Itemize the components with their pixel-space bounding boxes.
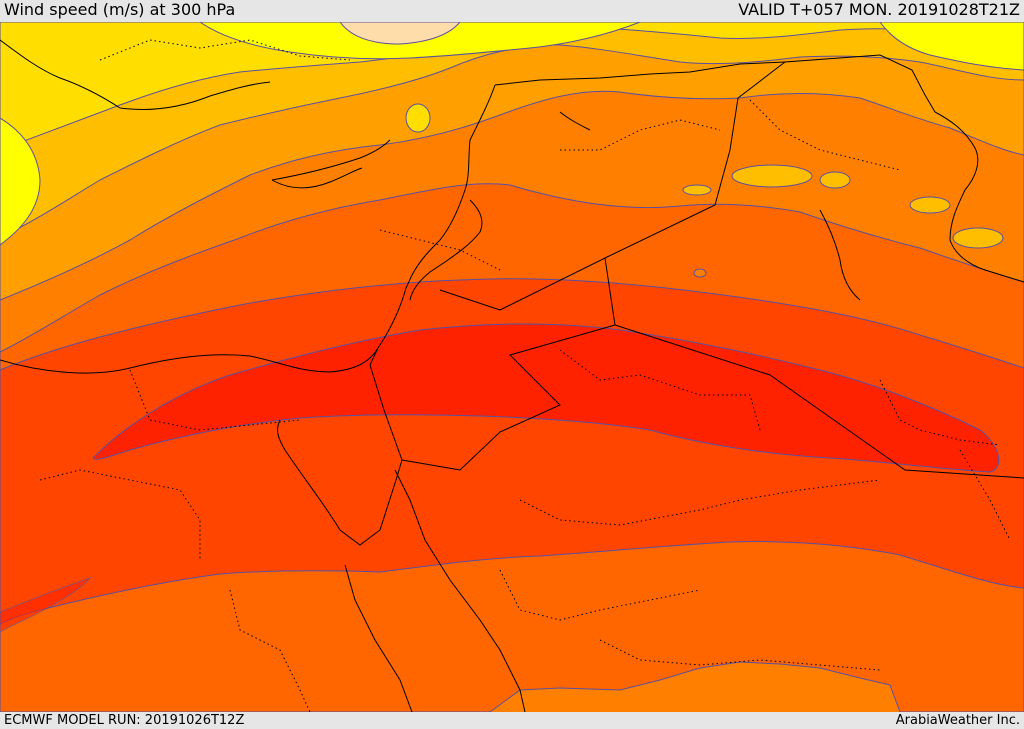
region-borders bbox=[39, 39, 1011, 712]
contour-cell bbox=[952, 227, 1004, 249]
map-title: Wind speed (m/s) at 300 hPa bbox=[4, 0, 236, 19]
model-run: ECMWF MODEL RUN: 20191026T12Z bbox=[4, 713, 245, 728]
contour-cell bbox=[405, 103, 431, 133]
country-borders bbox=[0, 39, 1024, 712]
band-yellow-west bbox=[0, 117, 41, 246]
wind-speed-map[interactable] bbox=[0, 22, 1024, 712]
contour-cell bbox=[693, 268, 707, 278]
wind-speed-map-canvas bbox=[0, 22, 1024, 712]
credit-label: ArabiaWeather Inc. bbox=[895, 713, 1020, 728]
contour-cell bbox=[731, 164, 813, 188]
contour-cell bbox=[819, 171, 851, 189]
band-lens-lower-left bbox=[0, 576, 92, 633]
contour-cell bbox=[909, 196, 951, 214]
map-footer: ECMWF MODEL RUN: 20191026T12Z ArabiaWeat… bbox=[0, 712, 1024, 729]
band-jet-core bbox=[92, 323, 1000, 473]
band-pale-north bbox=[339, 22, 461, 45]
valid-time: VALID T+057 MON. 20191028T21Z bbox=[738, 0, 1020, 19]
map-header: Wind speed (m/s) at 300 hPa VALID T+057 … bbox=[0, 0, 1024, 22]
contour-cell bbox=[682, 184, 712, 196]
band-yellow-northeast bbox=[879, 22, 1024, 71]
